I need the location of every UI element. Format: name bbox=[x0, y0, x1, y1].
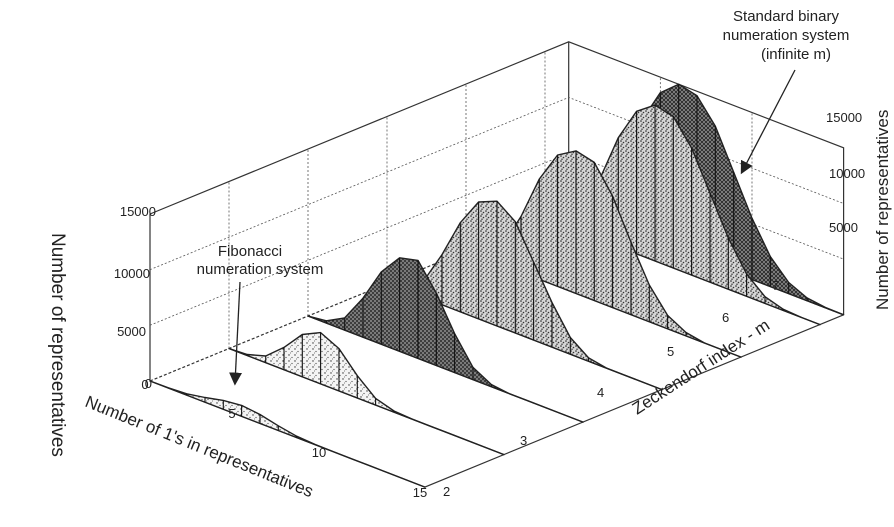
y-tick-4: 4 bbox=[597, 385, 604, 400]
y-tick-7: 7 bbox=[772, 278, 779, 293]
y-tick-5: 5 bbox=[667, 344, 674, 359]
y-tick-2: 2 bbox=[443, 484, 450, 499]
x-tick-10: 10 bbox=[312, 445, 326, 460]
series-m-5 bbox=[307, 257, 584, 423]
series-m-2 bbox=[149, 380, 426, 488]
z-tick-left-15000: 15000 bbox=[120, 204, 156, 219]
x-tick-5: 5 bbox=[228, 406, 235, 421]
y-axis-title: Zeckendorf index - m bbox=[629, 315, 773, 418]
x-axis-title: Number of 1's in representatives bbox=[83, 392, 317, 501]
frame-back-walls bbox=[149, 41, 845, 315]
annotation-fibonacci-arrow bbox=[229, 281, 243, 386]
annotation-binary-arrow bbox=[740, 69, 796, 175]
annotation-fibonacci: Fibonacci numeration system bbox=[197, 243, 324, 386]
annotation-binary-line1: Standard binary bbox=[733, 8, 839, 25]
series-m-4 bbox=[228, 331, 505, 456]
z-tick-right-15000: 15000 bbox=[826, 110, 862, 125]
x-tick-15: 15 bbox=[413, 485, 427, 500]
z-axis-title-right: Number of representatives bbox=[873, 110, 892, 310]
y-tick-6: 6 bbox=[722, 310, 729, 325]
z-axis-left-ticks: 0 5000 10000 15000 bbox=[114, 204, 156, 391]
z-tick-right-10000: 10000 bbox=[829, 166, 865, 181]
annotation-binary-line2: numeration system bbox=[723, 27, 850, 44]
z-tick-left-10000: 10000 bbox=[114, 266, 150, 281]
z-axis-right-ticks: 5000 10000 15000 bbox=[826, 110, 865, 235]
annotation-fibonacci-line2: numeration system bbox=[197, 261, 324, 278]
annotation-fibonacci-line1: Fibonacci bbox=[218, 243, 282, 260]
z-tick-left-5000: 5000 bbox=[117, 324, 146, 339]
series-curves bbox=[149, 83, 845, 488]
annotation-binary: Standard binary numeration system (infin… bbox=[723, 8, 850, 175]
z-tick-left-0: 0 bbox=[145, 376, 152, 391]
x-tick-0: 0 bbox=[141, 377, 148, 392]
y-axis-ticks: 2 3 4 5 6 7 bbox=[443, 278, 779, 499]
z-axis-title-left: Number of representatives bbox=[47, 233, 68, 457]
annotation-binary-line3: (infinite m) bbox=[761, 46, 831, 63]
x-axis-ticks: 0 5 10 15 bbox=[141, 377, 427, 500]
y-tick-3: 3 bbox=[520, 433, 527, 448]
z-tick-right-5000: 5000 bbox=[829, 220, 858, 235]
